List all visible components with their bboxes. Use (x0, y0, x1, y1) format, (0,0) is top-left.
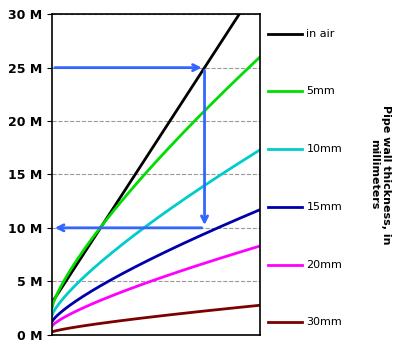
Text: 20mm: 20mm (306, 260, 342, 269)
Text: 30mm: 30mm (306, 317, 342, 327)
Text: Pipe wall thickness, in
millimeters: Pipe wall thickness, in millimeters (369, 105, 391, 244)
Text: 5mm: 5mm (306, 87, 335, 96)
Text: 15mm: 15mm (306, 202, 342, 212)
Y-axis label: Distance in meters: Distance in meters (0, 109, 2, 240)
Text: in air: in air (306, 29, 335, 39)
Text: 10mm: 10mm (306, 144, 342, 154)
